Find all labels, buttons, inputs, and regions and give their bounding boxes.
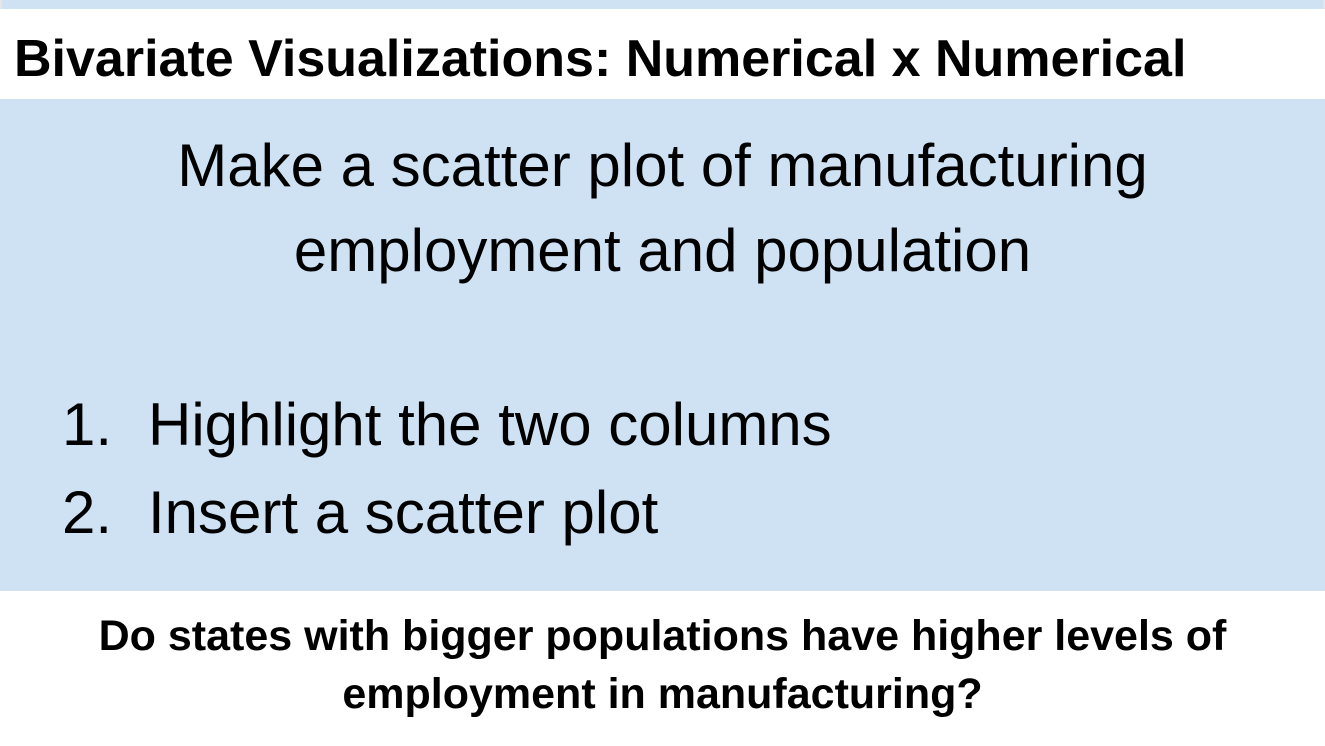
step-item: 1. Highlight the two columns [62,381,832,469]
step-number: 1. [62,391,113,458]
lead-text: Make a scatter plot of manufacturing emp… [177,132,1148,284]
question-area: Do states with bigger populations have h… [0,591,1325,746]
question-text: Do states with bigger populations have h… [98,612,1227,718]
top-accent-strip [0,0,1325,9]
title-bar: Bivariate Visualizations: Numerical x Nu… [0,9,1325,99]
step-text: Insert a scatter plot [148,479,659,546]
instruction-panel: Make a scatter plot of manufacturing emp… [0,99,1325,591]
step-item: 2. Insert a scatter plot [62,469,832,557]
slide-title: Bivariate Visualizations: Numerical x Nu… [14,30,1187,88]
step-number: 2. [62,479,113,546]
step-text: Highlight the two columns [148,391,832,458]
steps-list: 1. Highlight the two columns 2. Insert a… [62,381,832,557]
